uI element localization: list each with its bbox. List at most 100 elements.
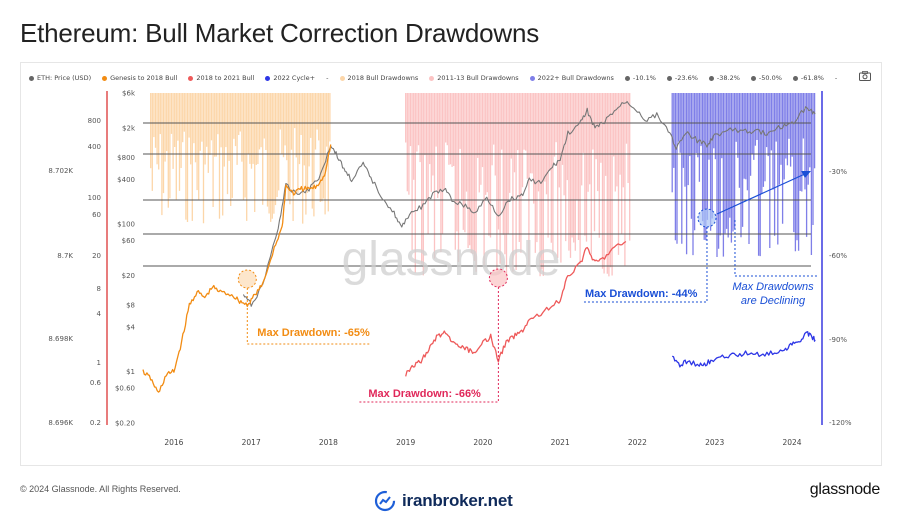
legend-dot-icon <box>624 75 630 81</box>
y-tick-right: -30% <box>829 168 847 176</box>
series-line <box>672 331 816 368</box>
legend-dot-icon <box>188 75 194 81</box>
legend-label: ETH: Price (USD) <box>37 74 92 82</box>
series-line <box>405 240 627 377</box>
annotation-leader <box>246 288 372 345</box>
y-tick-price: $6k <box>122 90 136 98</box>
x-tick-label: 2022 <box>628 438 647 447</box>
y-tick-outer: 8.7K <box>57 252 73 260</box>
legend-item[interactable]: -61.8% <box>792 74 824 82</box>
watermark-text: glassnode <box>342 233 561 286</box>
broker-logo-icon <box>374 490 396 512</box>
legend-label: 2011-13 Bull Drawdowns <box>437 74 519 82</box>
series-line <box>242 101 816 307</box>
legend-item[interactable]: -50.0% <box>750 74 782 82</box>
y-tick-right: -60% <box>829 252 847 260</box>
y-tick-left: 100 <box>88 194 101 202</box>
legend-label: 2018 to 2021 Bull <box>196 74 255 82</box>
y-tick-left: 800 <box>88 117 101 125</box>
y-tick-left: 8 <box>97 285 101 293</box>
legend-item[interactable]: Genesis to 2018 Bull <box>102 74 177 82</box>
chart-legend: ETH: Price (USD) Genesis to 2018 Bull 2018… <box>29 71 848 85</box>
x-tick-label: 2020 <box>473 438 492 447</box>
x-tick-label: 2021 <box>551 438 570 447</box>
legend-item[interactable]: 2018 to 2021 Bull <box>188 74 254 82</box>
legend-item[interactable]: ETH: Price (USD) <box>29 74 91 82</box>
legend-item[interactable]: 2018 Bull Drawdowns <box>339 74 418 82</box>
y-tick-left: 400 <box>88 143 101 151</box>
brand-center-text: iranbroker.net <box>402 491 513 510</box>
y-tick-price: $60 <box>122 237 135 245</box>
y-tick-right: -90% <box>829 336 847 344</box>
x-tick-label: 2017 <box>242 438 261 447</box>
y-tick-left: 20 <box>92 252 101 260</box>
annotation-text: Max Drawdown: -44% <box>585 288 698 300</box>
y-tick-price: $100 <box>117 221 135 229</box>
legend-item[interactable]: -23.6% <box>666 74 698 82</box>
y-tick-price: $0.60 <box>115 384 135 392</box>
trend-arrow-line <box>716 172 808 215</box>
series-line <box>142 144 332 393</box>
legend-label: - <box>326 74 329 82</box>
legend-label: 2022 Cycle+ <box>273 74 316 82</box>
y-tick-right: -120% <box>829 419 852 427</box>
legend-dot-icon <box>792 75 798 81</box>
legend-item[interactable]: 2022 Cycle+ <box>265 74 315 82</box>
x-tick-label: 2019 <box>396 438 415 447</box>
x-tick-label: 2016 <box>164 438 183 447</box>
glassnode-logo: glassnode <box>809 481 881 498</box>
y-tick-price: $0.20 <box>115 420 135 428</box>
y-tick-price: $800 <box>117 154 135 162</box>
brand-center: iranbroker.net <box>374 490 513 512</box>
y-tick-price: $1 <box>126 368 135 376</box>
annotation-text: Max Drawdown: -66% <box>368 388 481 400</box>
legend-item[interactable]: -10.1% <box>624 74 656 82</box>
y-tick-outer: 8.696K <box>48 419 73 427</box>
legend-dot-icon <box>429 75 435 81</box>
x-tick-label: 2024 <box>782 438 801 447</box>
legend-dot-icon <box>339 75 345 81</box>
y-tick-outer: 8.698K <box>48 335 73 343</box>
y-tick-price: $8 <box>126 301 135 309</box>
legend-dot-icon <box>265 75 271 81</box>
copyright-text: © 2024 Glassnode. All Rights Reserved. <box>20 484 181 494</box>
y-tick-left: 0.6 <box>90 379 102 387</box>
chart-card: ETH: Price (USD) Genesis to 2018 Bull 2018… <box>20 62 882 466</box>
y-tick-price: $2k <box>122 125 136 133</box>
legend-label: -38.2% <box>716 74 740 82</box>
y-tick-left: 4 <box>97 310 102 318</box>
legend-dot-icon <box>529 75 535 81</box>
drawdown-area <box>671 93 816 257</box>
annotation-leader <box>582 227 708 303</box>
legend-item[interactable]: - <box>326 74 328 82</box>
legend-dot-icon <box>750 75 756 81</box>
annotation-text: Max Drawdown: -65% <box>257 327 370 339</box>
drawdown-area <box>150 93 331 224</box>
drawdown-area <box>405 93 631 278</box>
trend-arrow-head-icon <box>801 171 811 178</box>
max-drawdown-marker <box>697 208 717 228</box>
annotation-text: Max Drawdowns <box>732 281 814 293</box>
y-tick-left: 1 <box>97 359 101 367</box>
drawdown-chart: glassnode 8.702K 8.7K 8.698K 8.696K 800 400 100… <box>48 90 852 448</box>
max-drawdown-marker <box>488 268 508 288</box>
y-tick-price: $20 <box>122 272 135 280</box>
y-tick-outer: 8.702K <box>48 167 73 175</box>
legend-dot-icon <box>708 75 714 81</box>
legend-item[interactable]: -38.2% <box>708 74 740 82</box>
y-tick-price: $400 <box>117 176 135 184</box>
legend-label: -61.8% <box>800 74 824 82</box>
y-tick-left: 0.2 <box>90 419 101 427</box>
legend-item[interactable]: 2011-13 Bull Drawdowns <box>429 74 519 82</box>
legend-dot-icon <box>102 75 108 81</box>
legend-dot-icon <box>29 75 34 81</box>
legend-item[interactable]: 2022+ Bull Drawdowns <box>529 74 614 82</box>
legend-label: - <box>834 74 838 82</box>
x-tick-label: 2023 <box>705 438 724 447</box>
legend-label: -10.1% <box>632 74 656 82</box>
camera-icon[interactable] <box>859 71 871 81</box>
annotation-text: are Declining <box>741 295 806 307</box>
annotation-leader <box>358 287 499 403</box>
y-tick-left: 60 <box>92 211 101 219</box>
legend-item[interactable]: - <box>835 74 837 82</box>
